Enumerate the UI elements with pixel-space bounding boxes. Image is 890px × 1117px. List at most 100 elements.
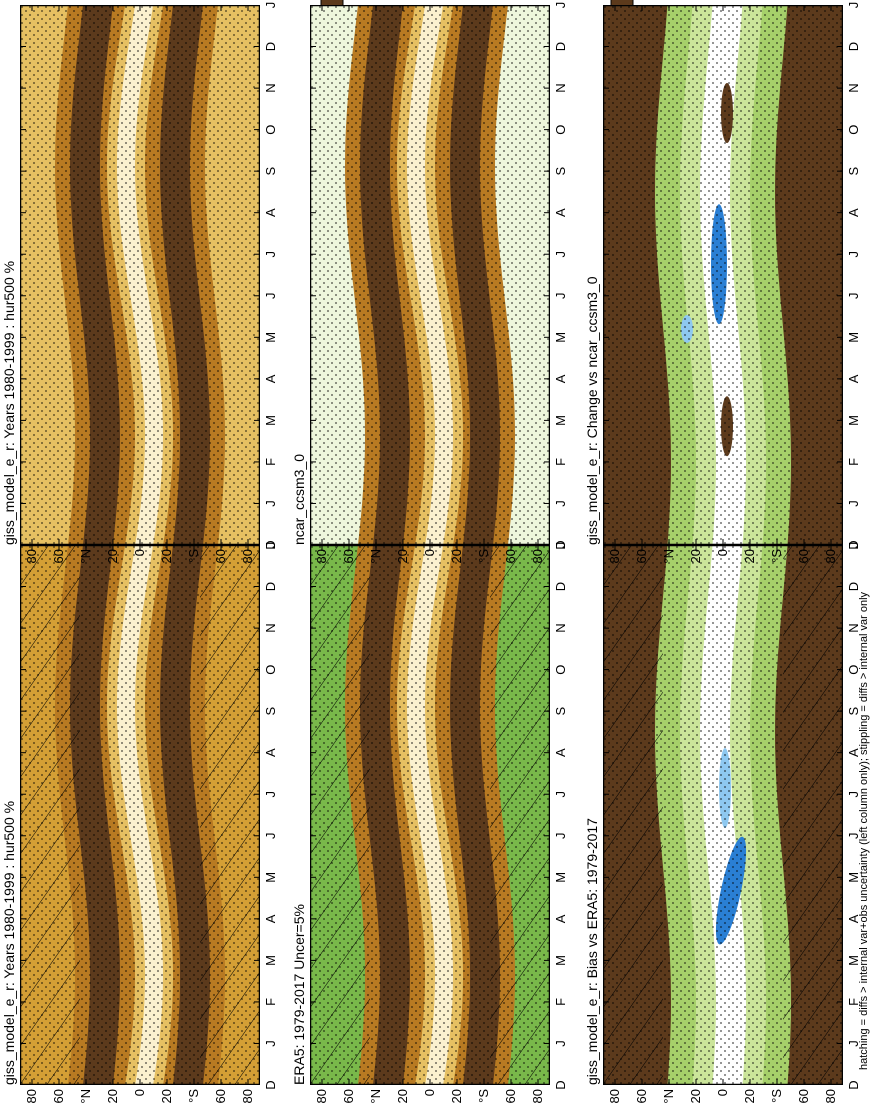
colorbar-swatch: [611, 0, 633, 7]
x-tick-label: O: [263, 664, 278, 675]
x-tick-label: M: [846, 331, 861, 343]
x-tick-label: J: [553, 790, 568, 798]
x-tick-label: M: [846, 414, 861, 426]
x-tick-label: D: [553, 1080, 568, 1090]
x-tick-label: A: [263, 208, 278, 218]
x-tick-label: D: [263, 1080, 278, 1090]
y-tick-label: 20: [688, 1089, 703, 1104]
x-tick-label: D: [846, 1080, 861, 1090]
y-tick-label: 60: [634, 1089, 649, 1104]
y-tick-label: 20: [449, 1089, 464, 1104]
x-tick-label: J: [846, 250, 861, 258]
x-tick-label: A: [553, 374, 568, 384]
x-tick-label: J: [553, 1, 568, 9]
x-tick-label: A: [263, 914, 278, 924]
x-tick-label: O: [553, 664, 568, 675]
x-tick-label: J: [263, 292, 278, 300]
x-tick-label: A: [846, 208, 861, 218]
x-tick-label: D: [263, 41, 278, 52]
x-tick-label: D: [553, 540, 568, 550]
y-tick-label: 20: [742, 549, 757, 564]
panel-title: ERA5: 1979-2017 Uncer=5%: [291, 904, 307, 1085]
panel-title: giss_model_e_r: Bias vs ERA5: 1979-2017: [584, 818, 600, 1085]
x-tick-label: J: [846, 292, 861, 300]
y-tick-label: 60: [341, 549, 356, 564]
x-tick-label: N: [846, 83, 861, 93]
x-tick-label: O: [263, 124, 278, 135]
y-tick-label: °N: [78, 1089, 93, 1104]
x-tick-label: M: [263, 871, 278, 883]
x-tick-label: J: [553, 1040, 568, 1047]
x-tick-label: D: [846, 540, 861, 550]
x-tick-label: D: [553, 581, 568, 592]
x-tick-label: A: [263, 374, 278, 384]
x-tick-label: M: [263, 331, 278, 343]
y-tick-label: °N: [368, 1089, 383, 1104]
y-tick-label: °S: [769, 549, 784, 563]
y-tick-label: 0: [132, 1089, 147, 1097]
y-tick-label: 60: [51, 1089, 66, 1104]
heatmap-plot: [310, 5, 550, 545]
y-tick-label: °N: [661, 549, 676, 564]
y-tick-label: 60: [634, 549, 649, 564]
stippling-overlay: [20, 5, 260, 545]
panel-title: giss_model_e_r: Years 1980-1999 : hur500…: [1, 800, 17, 1085]
y-tick-label: °S: [769, 1089, 784, 1103]
heatmap-plot: [310, 545, 550, 1085]
y-tick-label: 80: [607, 549, 622, 564]
x-tick-label: M: [553, 414, 568, 426]
y-tick-label: °S: [186, 549, 201, 563]
x-tick-label: J: [553, 292, 568, 300]
panel-title: giss_model_e_r: Change vs ncar_ccsm3_0: [584, 276, 600, 545]
heatmap-plot: [603, 5, 843, 545]
y-tick-label: °S: [186, 1089, 201, 1103]
y-tick-label: 60: [341, 1089, 356, 1104]
x-tick-label: N: [263, 83, 278, 93]
y-tick-label: 80: [530, 1089, 545, 1104]
y-tick-label: 20: [105, 549, 120, 564]
y-tick-label: 0: [422, 549, 437, 557]
x-tick-label: M: [553, 871, 568, 883]
y-tick-label: 60: [796, 549, 811, 564]
x-tick-label: J: [553, 500, 568, 507]
x-tick-label: O: [553, 124, 568, 135]
x-tick-label: J: [263, 500, 278, 507]
hatching-overlay: [310, 545, 370, 1085]
y-tick-label: 60: [796, 1089, 811, 1104]
y-tick-label: 80: [314, 549, 329, 564]
x-tick-label: J: [846, 500, 861, 507]
heatmap-plot: [20, 545, 260, 1085]
x-tick-label: F: [553, 457, 568, 466]
x-tick-label: F: [263, 457, 278, 466]
y-tick-label: 0: [422, 1089, 437, 1097]
y-tick-label: 60: [503, 1089, 518, 1104]
y-tick-label: 0: [715, 1089, 730, 1097]
stippling-overlay: [310, 5, 550, 545]
x-tick-label: J: [263, 1040, 278, 1047]
x-tick-label: S: [263, 166, 278, 176]
x-tick-label: M: [263, 414, 278, 426]
y-tick-label: 0: [715, 549, 730, 557]
x-tick-label: D: [263, 540, 278, 550]
x-tick-label: A: [553, 748, 568, 758]
y-tick-label: 80: [240, 1089, 255, 1104]
heatmap-plot: [603, 545, 843, 1085]
y-tick-label: 80: [24, 1089, 39, 1104]
y-tick-label: 60: [503, 549, 518, 564]
y-tick-label: 60: [51, 549, 66, 564]
panel-title: giss_model_e_r: Years 1980-1999 : hur500…: [1, 260, 17, 545]
colorbar-swatch: [321, 0, 343, 7]
hatching-overlay: [20, 545, 80, 1085]
y-tick-label: 20: [742, 1089, 757, 1104]
y-tick-label: °N: [78, 549, 93, 564]
y-tick-label: °N: [661, 1089, 676, 1104]
x-tick-label: S: [553, 166, 568, 176]
x-tick-label: J: [263, 1, 278, 9]
panel-title: ncar_ccsm3_0: [291, 453, 307, 545]
x-tick-label: J: [846, 1, 861, 9]
y-tick-label: 80: [24, 549, 39, 564]
stippling-overlay: [603, 5, 843, 545]
x-tick-label: A: [553, 208, 568, 218]
x-tick-label: J: [553, 250, 568, 258]
x-tick-label: F: [846, 457, 861, 466]
